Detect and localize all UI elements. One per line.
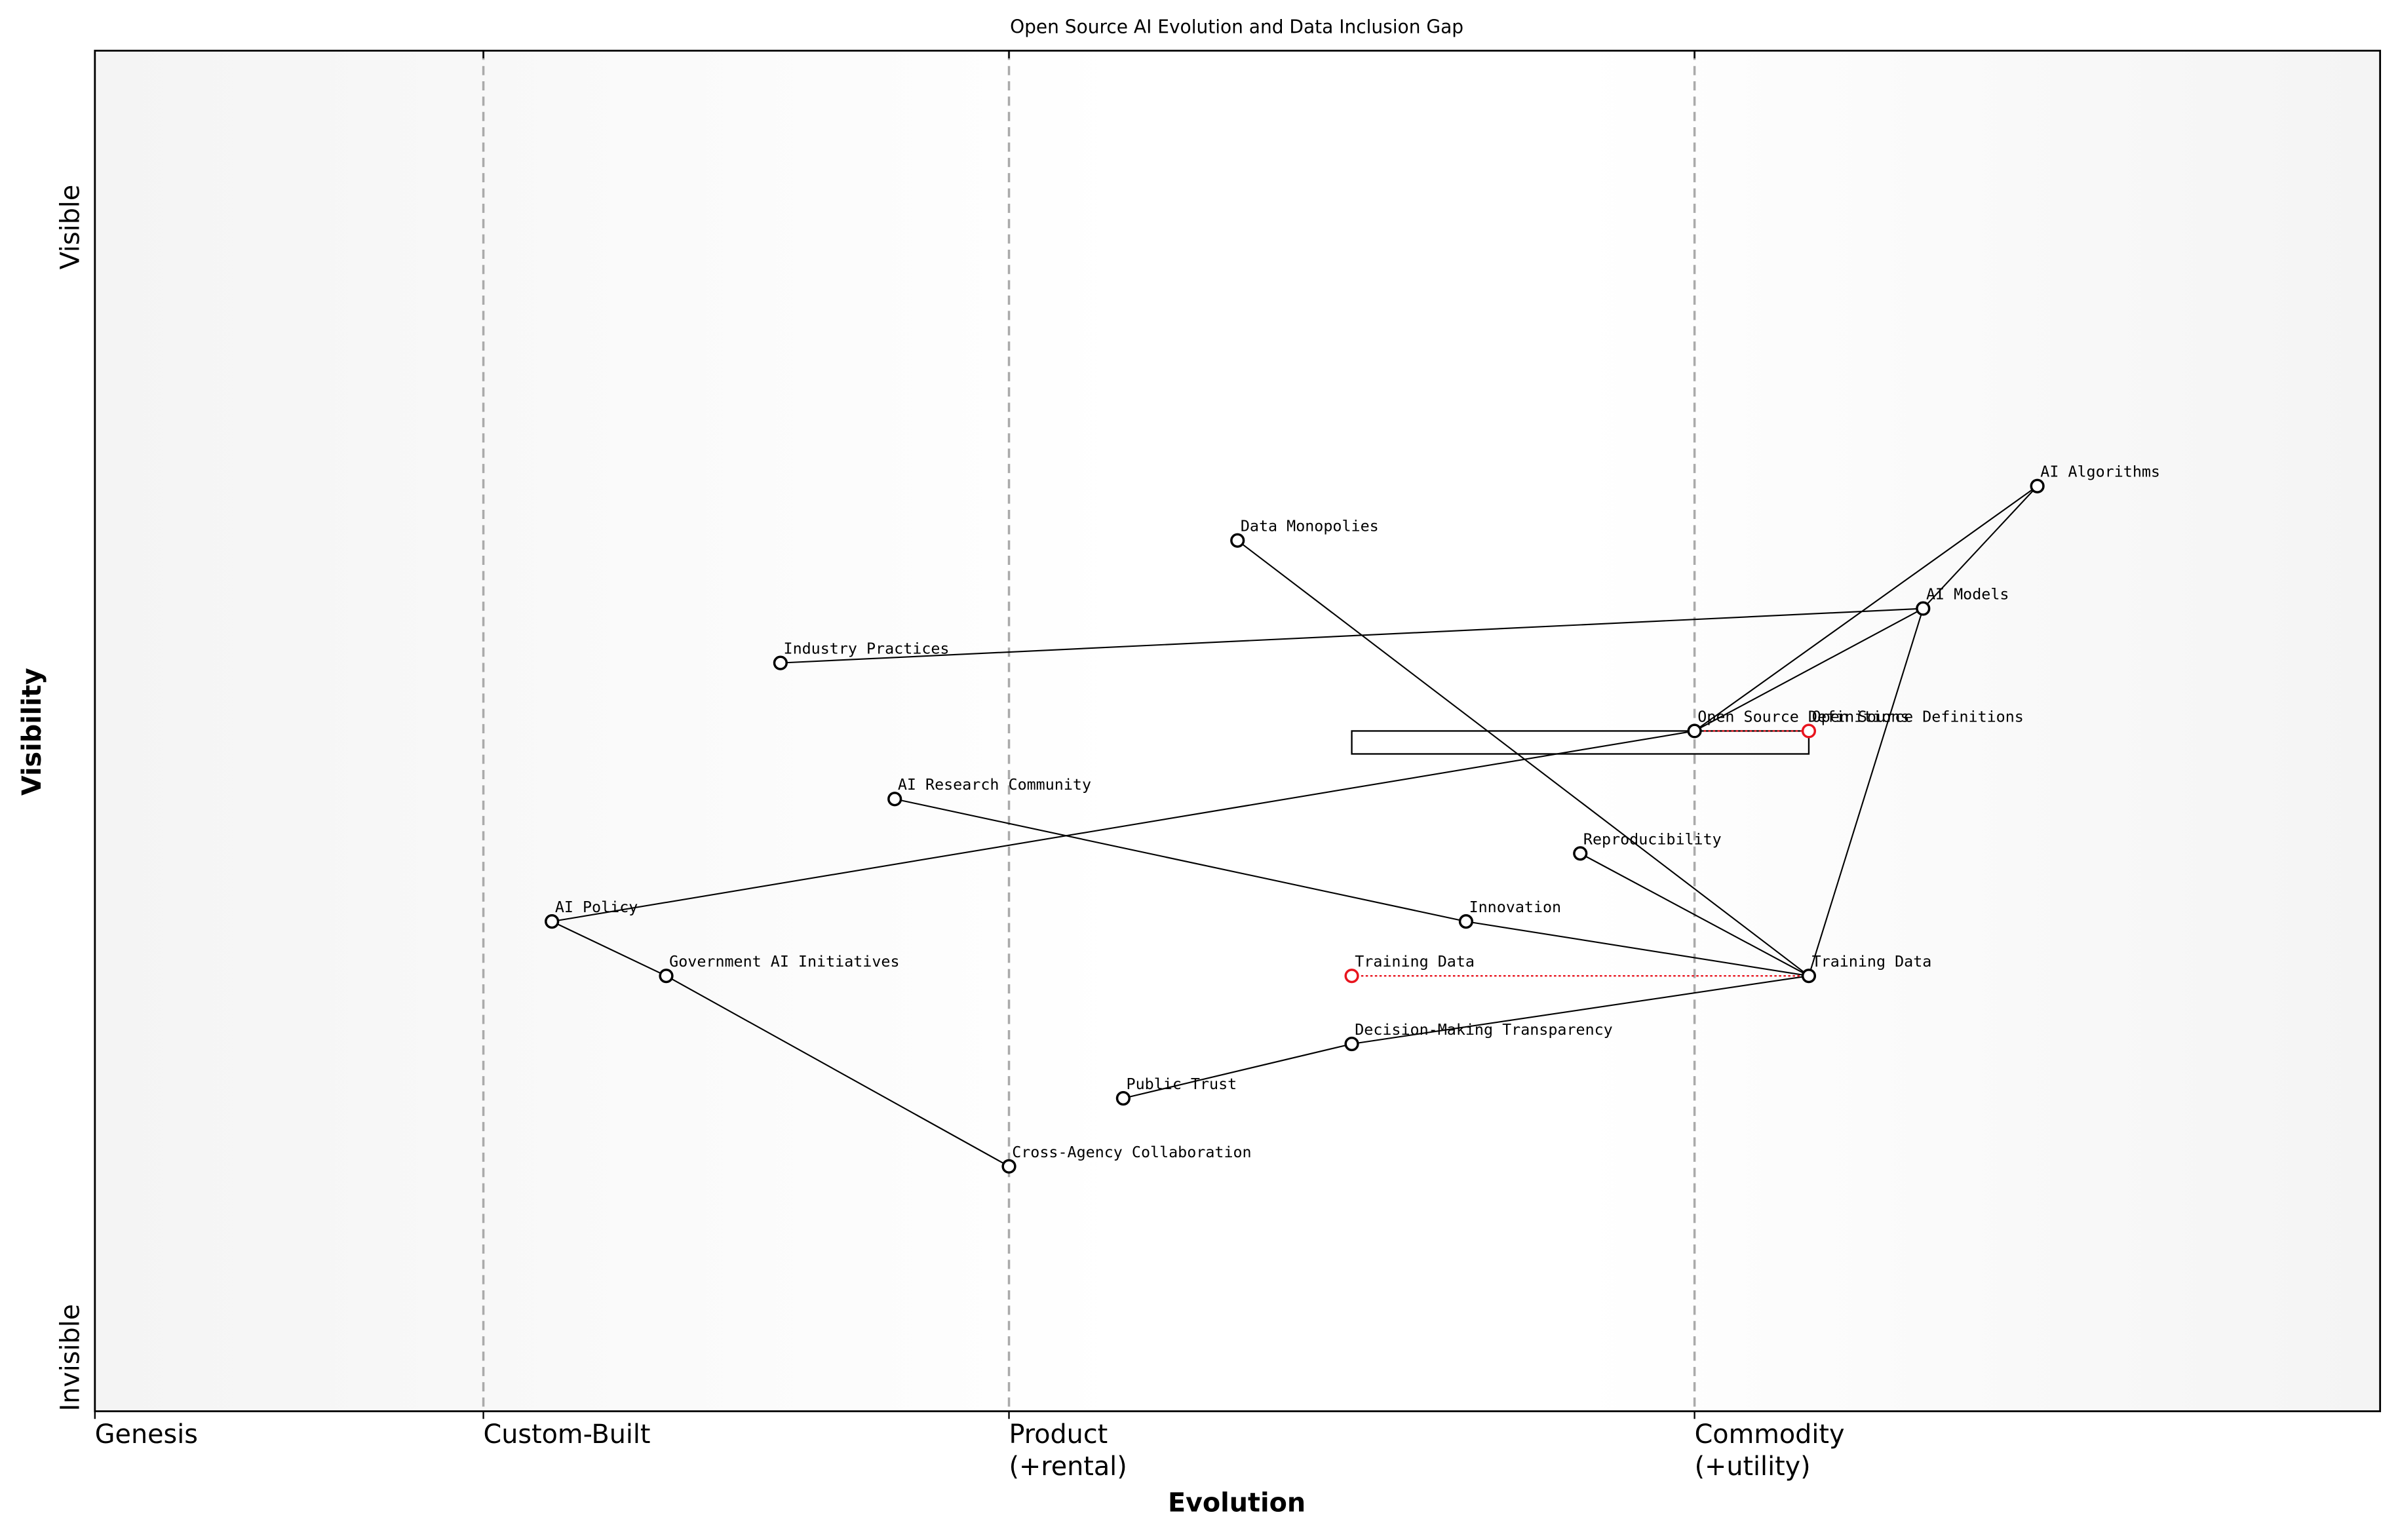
component-label: Data Monopolies — [1241, 517, 1379, 535]
link — [665, 975, 1010, 1167]
stage-label-line: Genesis — [95, 1419, 198, 1449]
link — [1237, 539, 1810, 977]
component-label: AI Research Community — [898, 775, 1091, 794]
component — [1344, 1036, 1359, 1052]
component — [1916, 601, 1931, 616]
link — [1808, 608, 1924, 976]
stage-label: Custom-Built — [484, 1419, 651, 1449]
component — [659, 969, 674, 984]
plot-frame — [94, 49, 2382, 1412]
evolved-label: Open Source Definitions — [1812, 707, 2024, 725]
chart-title: Open Source AI Evolution and Data Inclus… — [1010, 16, 1463, 37]
component-label: AI Policy — [555, 898, 638, 916]
link — [1694, 485, 2038, 732]
component — [1115, 1090, 1131, 1106]
component-label: Open Source Definitions — [1697, 707, 1909, 725]
stage-label-line: Product — [1009, 1419, 1108, 1449]
link — [1579, 853, 1810, 977]
component-label: Innovation — [1469, 898, 1562, 916]
component — [1687, 723, 1702, 739]
component — [887, 792, 902, 807]
y-bottom-label: Invisible — [55, 1304, 85, 1412]
x-axis-title: Evolution — [1168, 1488, 1306, 1518]
link — [1465, 921, 1810, 977]
stage-label-line: (+rental) — [1009, 1451, 1127, 1481]
link — [894, 798, 1467, 923]
stage-label-line: (+utility) — [1695, 1451, 1811, 1481]
component — [545, 914, 560, 929]
stage-label: Genesis — [95, 1419, 198, 1449]
component-label: AI Algorithms — [2040, 463, 2160, 481]
component-label: Reproducibility — [1583, 830, 1722, 848]
evolved-component — [1801, 723, 1817, 739]
y-axis-title: Visibility — [17, 668, 47, 796]
evolved-label: Training Data — [1355, 952, 1475, 971]
link — [780, 607, 1924, 664]
stage-label-line: Custom-Built — [484, 1419, 651, 1449]
component — [773, 655, 788, 670]
link — [551, 730, 1695, 923]
stage-label: Product (+rental) — [1009, 1419, 1127, 1481]
component-label: Training Data — [1812, 952, 1932, 971]
component — [1801, 969, 1817, 984]
component — [1230, 533, 1245, 548]
component-label: Public Trust — [1127, 1075, 1237, 1093]
component-label: Industry Practices — [784, 640, 950, 658]
pipeline — [1351, 730, 1810, 755]
y-top-label: Visible — [55, 185, 85, 270]
component-label: AI Models — [1926, 585, 2009, 604]
component — [2030, 478, 2045, 493]
component-label: Cross-Agency Collaboration — [1012, 1143, 1251, 1161]
component — [1573, 846, 1588, 861]
stage-label-line: Commodity — [1695, 1419, 1845, 1449]
link — [1922, 486, 2038, 609]
component — [1001, 1159, 1016, 1174]
evolved-component — [1344, 969, 1359, 984]
stage-label: Commodity (+utility) — [1695, 1419, 1845, 1481]
link — [1123, 1043, 1352, 1100]
component — [1458, 914, 1473, 929]
component-label: Decision-Making Transparency — [1355, 1020, 1613, 1039]
link — [1694, 607, 1924, 732]
link — [1351, 975, 1810, 1045]
map-layer: Genesis Custom-Built Product (+rental) Commo… — [94, 50, 2160, 1481]
plot-background — [94, 50, 2380, 1412]
link — [551, 921, 667, 977]
component-label: Government AI Initiatives — [669, 952, 899, 971]
